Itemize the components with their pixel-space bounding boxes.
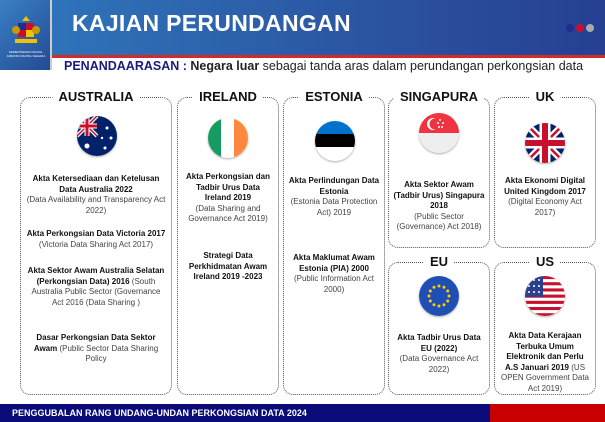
dot — [586, 24, 594, 32]
country-card-ireland: IRELAND Akta Perkongsian dan Tadbir Urus… — [177, 89, 279, 395]
country-name: UK — [529, 89, 561, 104]
decorative-dots — [566, 24, 594, 32]
estonia-flag-icon — [315, 121, 355, 161]
eu-flag-icon — [419, 276, 459, 316]
country-card-us: US Akta Data Kerajaan Terbuka Umum Elekt… — [494, 254, 596, 395]
legislation-entry: Akta Maklumat Awam Estonia (PIA) 2000 (Pu… — [293, 253, 375, 294]
legislation-entry: Akta Tadbir Urus Data EU (2022) (Data Gov… — [397, 333, 481, 374]
us-flag-icon — [525, 276, 565, 316]
footer-banner: PENGGUBALAN RANG UNDANG-UNDAN PERKONGSIA… — [0, 404, 605, 422]
legislation-entry: Akta Sektor Awam (Tadbir Urus) Singapura… — [393, 180, 485, 231]
country-name: AUSTRALIA — [52, 89, 140, 104]
subtitle-rest: sebagai tanda aras dalam perundangan per… — [262, 59, 584, 73]
australia-flag-icon — [77, 116, 117, 156]
subtitle-label: PENANDAARASAN : — [64, 59, 187, 73]
country-name: ESTONIA — [299, 89, 369, 104]
uk-flag-icon — [525, 123, 565, 163]
country-name: IRELAND — [193, 89, 263, 104]
dot — [566, 24, 574, 32]
logo-line: JABATAN DIGITAL NEGARA — [6, 54, 46, 58]
country-card-eu: EU Akta Tadbir Urus Data EU (2022) (Data … — [388, 254, 490, 395]
legislation-entry: Akta Perlindungan Data Estonia (Estonia D… — [288, 176, 380, 217]
ministry-logo: KEMENTERIAN DIGITAL JABATAN DIGITAL NEGAR… — [0, 0, 52, 70]
footer-text: PENGGUBALAN RANG UNDANG-UNDAN PERKONGSIA… — [12, 408, 307, 418]
dot — [576, 24, 584, 32]
page-title: KAJIAN PERUNDANGAN — [72, 10, 351, 36]
country-name: SINGAPURA — [393, 89, 485, 104]
coat-of-arms-icon — [12, 16, 40, 43]
legislation-entry: Akta Perkongsian dan Tadbir Urus Data Ir… — [185, 172, 271, 223]
country-card-uk: UK Akta Ekonomi Digital United Kingdom 2… — [494, 89, 596, 248]
subtitle-bold: Negara luar — [190, 59, 260, 73]
divider — [50, 55, 605, 58]
country-name: EU — [423, 254, 455, 269]
legislation-entry: Akta Ketersediaan dan Ketelusan Data Aus… — [26, 174, 166, 215]
footer-accent — [490, 404, 605, 422]
legislation-entry: Dasar Perkongsian Data Sektor Awam (Publ… — [33, 333, 159, 363]
country-card-estonia: ESTONIA Akta Perlindungan Data Estonia (E… — [283, 89, 385, 395]
ireland-flag-icon — [208, 118, 248, 158]
subtitle: PENANDAARASAN : Negara luar sebagai tand… — [64, 59, 600, 74]
legislation-entry: Akta Data Kerajaan Terbuka Umum Elektron… — [500, 331, 590, 393]
country-card-australia: AUSTRALIA Akta Ketersediaan dan Ketelusa… — [20, 89, 172, 395]
singapore-flag-icon — [419, 113, 459, 153]
legislation-entry: Akta Sektor Awam Australia Selatan (Perk… — [27, 266, 165, 307]
logo-line: KEMENTERIAN DIGITAL — [9, 50, 43, 54]
legislation-entry: Akta Ekonomi Digital United Kingdom 2017… — [504, 176, 586, 217]
legislation-entry: Strategi Data Perkhidmatan Awam Ireland … — [188, 251, 268, 281]
country-card-singapura: SINGAPURA Akta Sektor Awam (Tadbir Urus)… — [388, 89, 490, 248]
country-name: US — [529, 254, 561, 269]
header-banner — [0, 0, 605, 55]
legislation-entry: Akta Perkongsian Data Victoria 2017 (Vict… — [26, 229, 166, 249]
